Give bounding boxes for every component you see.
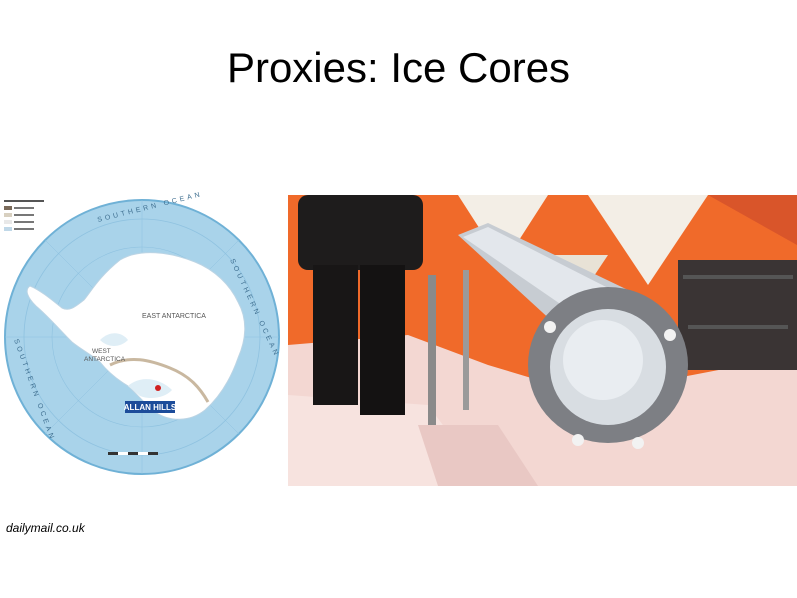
ice-core-photo	[288, 195, 797, 486]
map-legend	[2, 196, 60, 242]
antarctica-landmass	[26, 252, 246, 420]
antarctica-map: EAST ANTARCTICA WEST ANTARCTICA ALLAN HI…	[2, 191, 280, 475]
allan-hills-label: ALLAN HILLS	[124, 403, 177, 412]
image-credit: dailymail.co.uk	[6, 521, 85, 535]
east-antarctica-label: EAST ANTARCTICA	[142, 313, 206, 320]
west-antarctica-label-2: ANTARCTICA	[84, 356, 126, 363]
allan-hills-marker-icon	[155, 385, 161, 391]
west-antarctica-label-1: WEST	[92, 348, 111, 355]
allan-hills-label-box	[125, 401, 175, 413]
slide-title: Proxies: Ice Cores	[226, 44, 571, 91]
person-silhouette	[298, 195, 423, 415]
ice-core-end	[528, 287, 688, 449]
